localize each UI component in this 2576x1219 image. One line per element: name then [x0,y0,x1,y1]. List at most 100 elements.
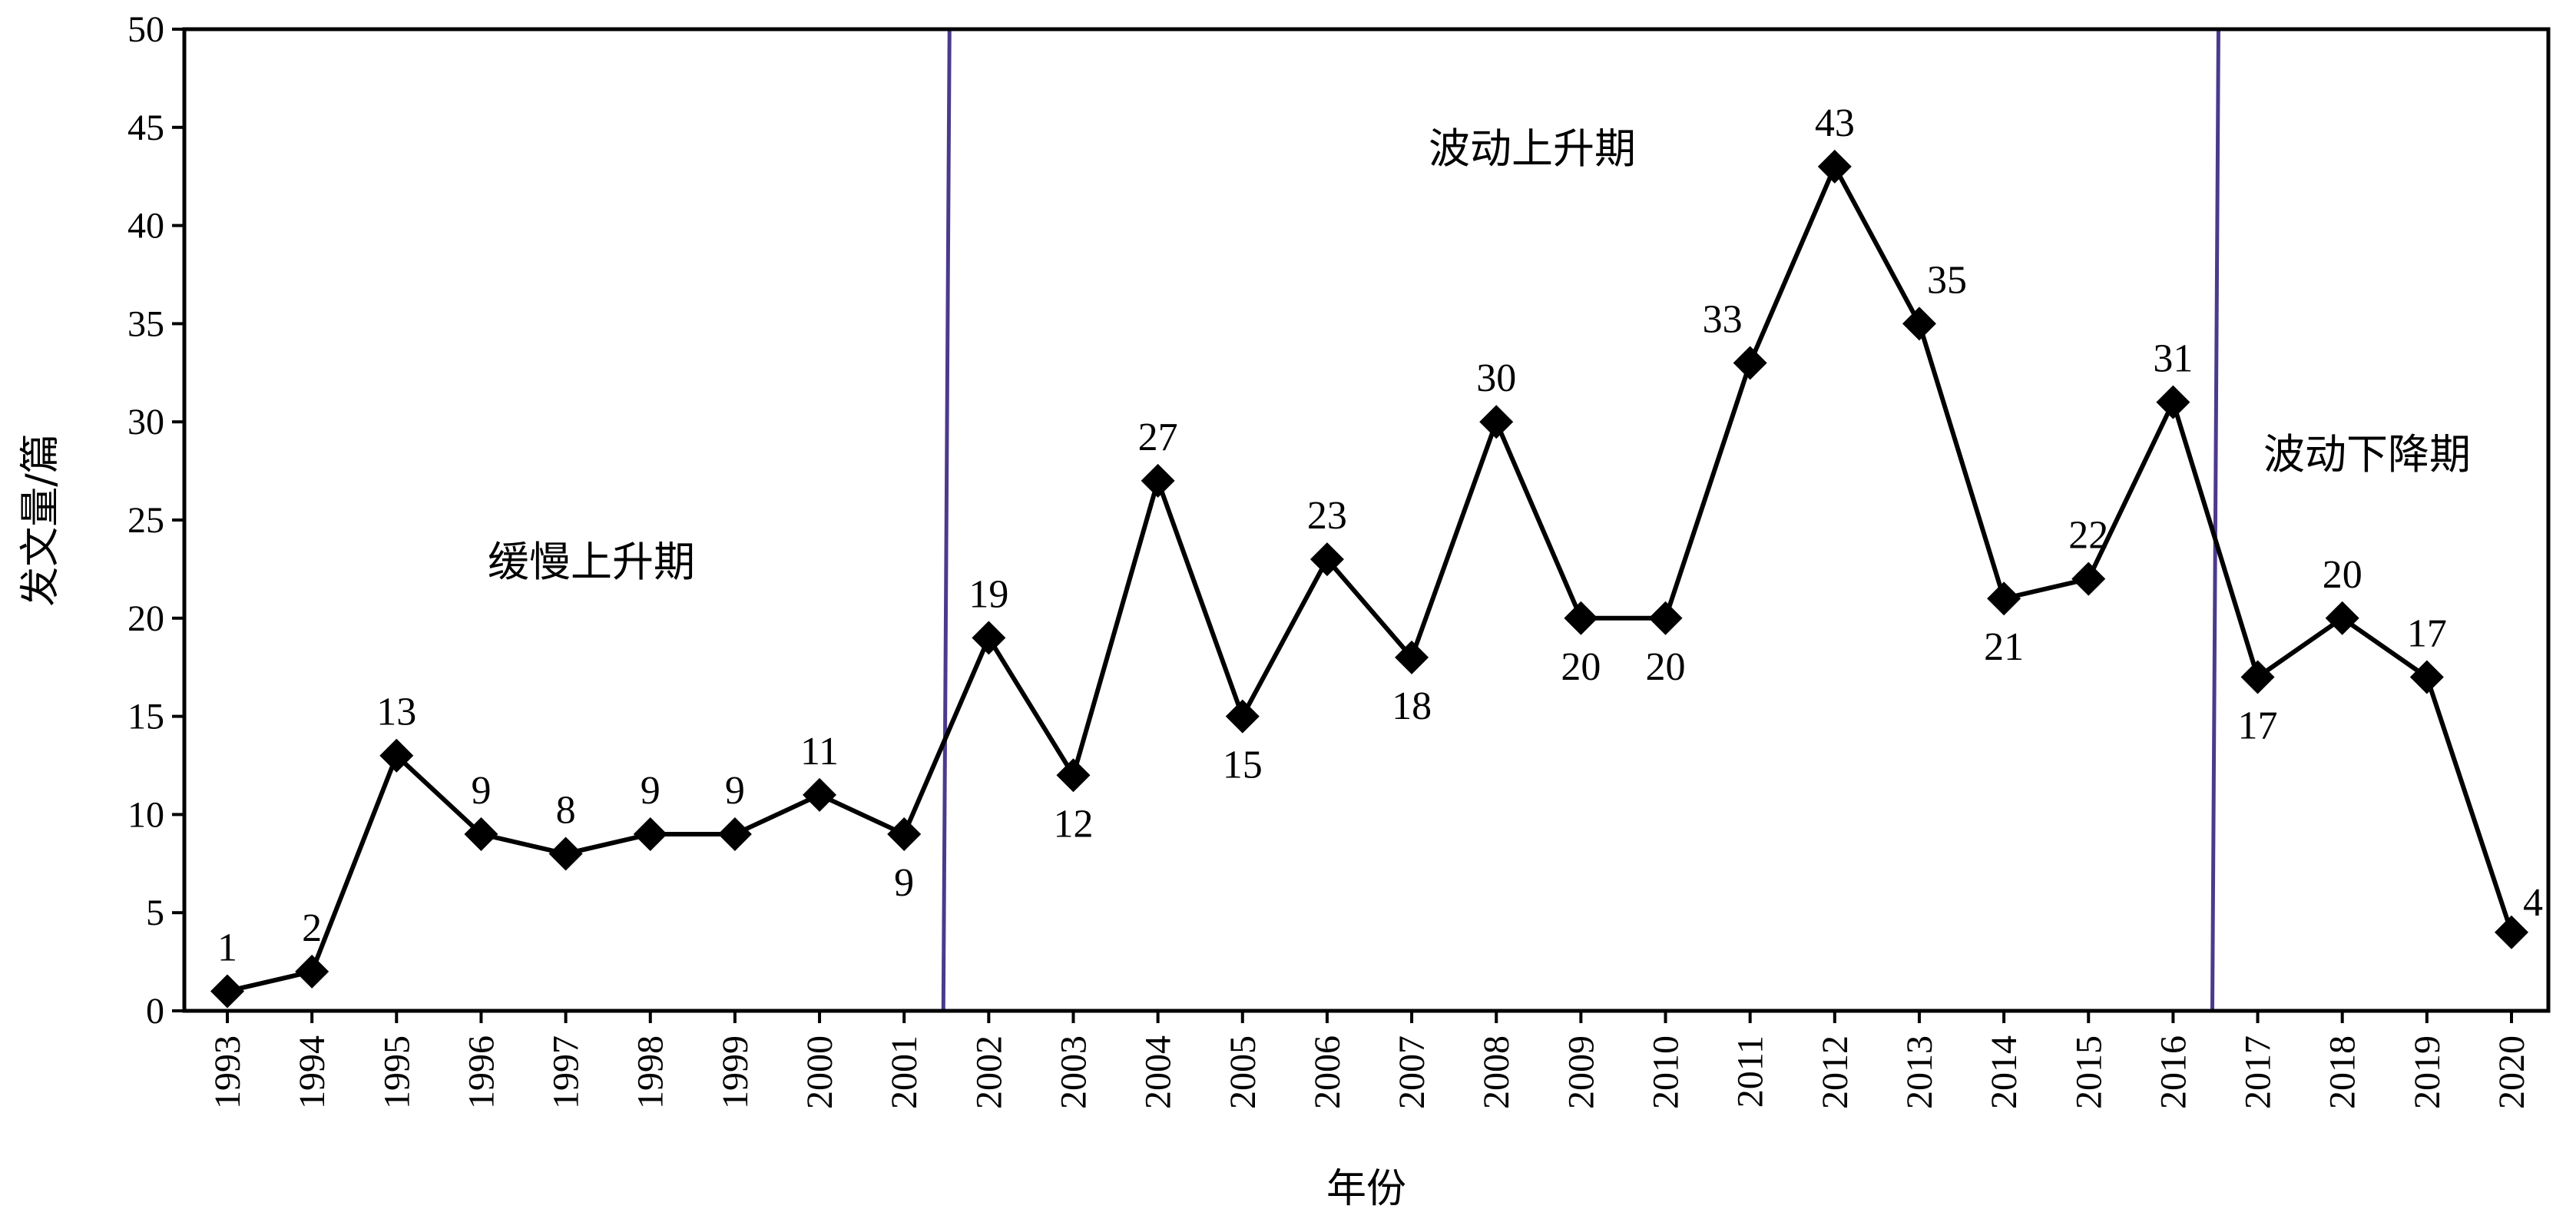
data-label: 8 [556,789,576,833]
y-tick-label: 20 [127,598,164,639]
data-label: 4 [2523,881,2543,925]
y-tick-label: 45 [127,108,164,148]
y-tick-label: 50 [127,9,164,50]
data-point-marker [1141,463,1175,498]
data-label: 19 [968,572,1008,616]
data-label: 9 [725,769,745,813]
x-tick-label: 2016 [2153,1035,2194,1109]
x-tick-label: 2013 [1899,1035,1940,1109]
data-point-marker [1987,581,2021,616]
y-tick-label: 5 [146,893,164,933]
data-point-marker [2495,915,2528,949]
phase-divider-line [941,28,952,1012]
x-tick-label: 2000 [800,1035,840,1109]
data-point-marker [2071,561,2106,596]
x-axis: 1993 1994 1995 1996 1997 1998 1999 2000 2001 2002… [207,1011,2532,1109]
data-point-marker [1056,758,1091,793]
data-point-marker [2325,601,2359,635]
data-point-marker [1225,699,1260,734]
data-point-marker [2156,385,2190,419]
data-label: 9 [471,769,491,813]
x-tick-label: 2007 [1392,1035,1432,1109]
data-label: 30 [1476,356,1516,400]
data-label: 15 [1223,744,1263,787]
x-tick-label: 2006 [1307,1035,1348,1109]
data-point-marker [379,738,414,773]
data-point-marker [887,817,922,851]
data-label: 20 [2323,553,2362,597]
phase-label: 波动上升期 [1429,124,1636,173]
data-label: 9 [894,861,914,905]
x-tick-label: 2004 [1138,1035,1179,1109]
x-tick-label: 1997 [546,1035,587,1109]
data-point-marker [1902,306,1936,341]
data-point-marker [717,817,752,851]
x-tick-label: 2018 [2323,1035,2363,1109]
data-label: 21 [1984,625,2024,669]
data-label: 17 [2407,611,2447,655]
x-tick-label: 2008 [1476,1035,1517,1109]
series-line-group [227,164,2514,994]
data-markers [210,149,2528,1009]
series-line [227,164,2514,994]
data-point-marker [2409,660,2444,694]
phase-divider-line [2210,28,2220,1012]
data-label: 2 [302,906,322,950]
data-point-marker [1817,149,1852,184]
x-tick-label: 1996 [461,1035,502,1109]
data-label: 43 [1815,101,1855,145]
data-point-marker [1310,542,1344,577]
data-label: 23 [1307,494,1347,538]
x-tick-label: 2017 [2238,1035,2279,1109]
y-tick-label: 30 [127,402,164,442]
phase-label: 缓慢上升期 [488,538,695,586]
plot-frame [182,27,2551,1013]
data-label: 20 [1561,645,1601,689]
data-label: 11 [800,730,839,773]
x-tick-label: 2011 [1730,1035,1771,1108]
y-axis: 0 5 10 15 20 25 30 35 40 45 50 [127,9,184,1032]
x-tick-label: 1995 [376,1035,417,1109]
x-tick-label: 2015 [2068,1035,2109,1109]
y-axis-title: 发文量/篇 [18,433,64,607]
x-tick-label: 2009 [1561,1035,1601,1109]
y-tick-label: 15 [127,697,164,737]
data-point-marker [1564,601,1598,635]
data-point-marker [1648,601,1683,635]
y-tick-label: 35 [127,303,164,344]
data-point-marker [548,836,583,871]
data-point-marker [295,954,329,989]
data-label: 9 [641,769,661,813]
data-point-marker [633,817,667,851]
data-label: 22 [2068,514,2108,558]
x-tick-label: 2019 [2407,1035,2448,1109]
data-label: 1 [217,926,237,969]
x-tick-label: 1998 [631,1035,671,1109]
x-tick-label: 2002 [968,1035,1009,1109]
phase-label: 波动下降期 [2263,430,2471,479]
data-point-marker [803,777,837,812]
x-axis-title: 年份 [1326,1166,1406,1212]
data-point-marker [2240,660,2275,694]
data-point-marker [1733,346,1767,380]
y-tick-label: 25 [127,500,164,541]
x-tick-label: 1993 [207,1035,248,1109]
data-point-marker [972,621,1006,655]
data-point-marker [464,817,498,851]
data-point-marker [1479,405,1514,439]
x-tick-label: 2020 [2492,1035,2532,1109]
y-tick-label: 0 [146,991,164,1032]
x-tick-label: 2005 [1223,1035,1263,1109]
data-point-marker [210,974,244,1009]
data-label: 35 [1927,258,1967,302]
x-tick-label: 1994 [292,1035,333,1109]
x-tick-label: 2001 [884,1035,925,1109]
data-label: 33 [1703,298,1743,342]
data-label: 27 [1138,416,1178,459]
y-tick-label: 40 [127,206,164,247]
x-tick-label: 2014 [1984,1035,2025,1109]
x-tick-label: 1999 [715,1035,756,1109]
